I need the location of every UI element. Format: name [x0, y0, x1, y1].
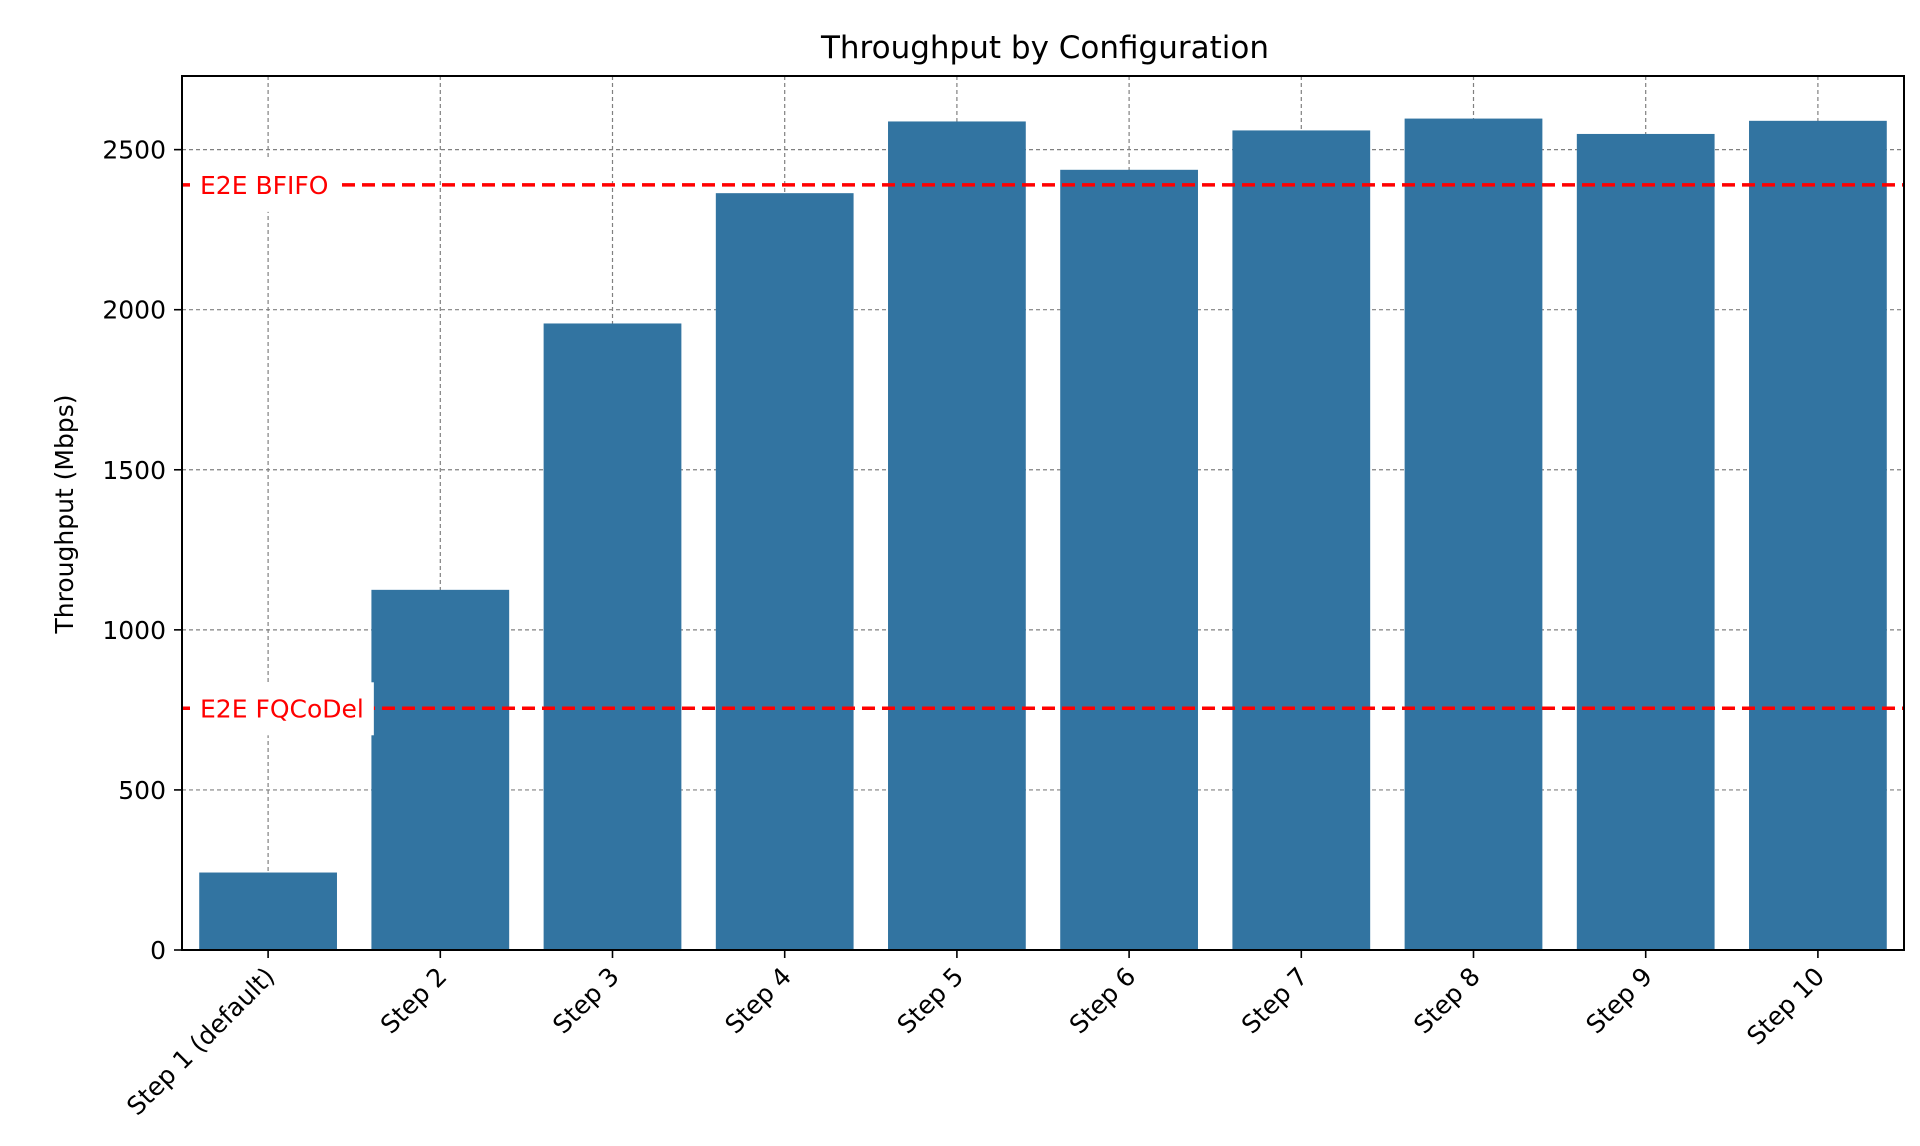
- bar: [1060, 169, 1198, 951]
- y-tick-label: 1500: [102, 456, 166, 485]
- reference-lines: E2E BFIFO E2E FQCoDel: [182, 158, 1904, 736]
- y-tick-label: 1000: [102, 616, 166, 645]
- y-tick-label: 0: [150, 936, 166, 965]
- reference-line-label-background: [190, 158, 339, 212]
- bar: [371, 589, 510, 950]
- y-tick-label: 2000: [102, 296, 166, 325]
- bar: [1404, 118, 1543, 951]
- reference-line-label: E2E FQCoDel: [200, 694, 364, 723]
- y-axis-label: Throughput (Mbps): [50, 394, 79, 634]
- axes: [174, 75, 1905, 958]
- bar: [1232, 130, 1371, 950]
- bars: [199, 118, 1887, 951]
- plot-frame: [181, 75, 1905, 951]
- reference-line-label: E2E BFIFO: [200, 171, 328, 200]
- bar: [715, 193, 854, 950]
- bar: [888, 121, 1026, 950]
- bar: [543, 323, 682, 950]
- y-tick-label: 2500: [102, 136, 166, 165]
- chart-title: Throughput by Configuration: [820, 30, 1269, 66]
- y-tick-label: 500: [118, 776, 166, 805]
- reference-line-label-background: [190, 682, 374, 736]
- bar: [199, 872, 337, 950]
- bar: [1576, 133, 1715, 950]
- y-tick-labels: 0 500 1000 1500 2000 2500: [102, 136, 166, 965]
- bar: [1749, 120, 1887, 951]
